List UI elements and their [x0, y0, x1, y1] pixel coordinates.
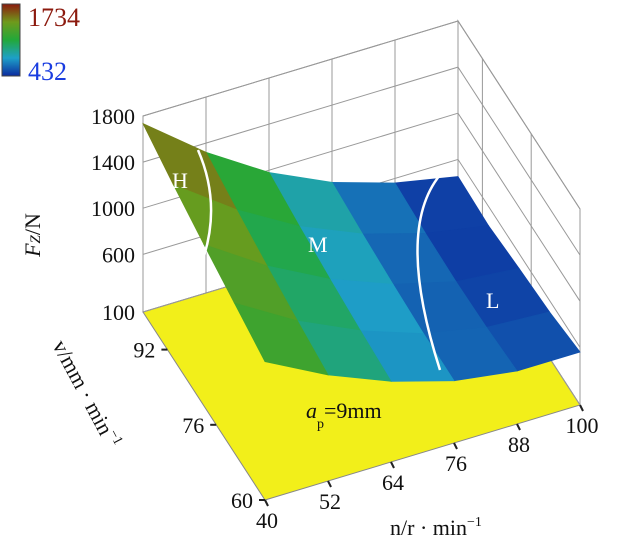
z-label-sub: Z — [28, 234, 44, 243]
x-tick-label: 100 — [566, 413, 599, 438]
tick-mark — [390, 461, 395, 469]
x-tick-label: 64 — [382, 470, 404, 495]
x-tick-label: 40 — [256, 508, 278, 533]
colorbar-min: 432 — [28, 57, 67, 86]
z-tick-label: 1800 — [91, 104, 135, 129]
z-tick-label: 600 — [102, 242, 135, 267]
z-label-rest: /N — [20, 213, 45, 235]
x-tick-label: 88 — [508, 432, 530, 457]
x-axis-label: n/r · min−1 — [390, 515, 482, 540]
y-tick-label: 60 — [231, 488, 253, 513]
z-tick-label: 1000 — [91, 196, 135, 221]
grid-line — [142, 66, 581, 256]
tick-mark — [264, 499, 269, 507]
y-tick-label: 76 — [182, 413, 204, 438]
condition: ap=9mm — [306, 398, 382, 432]
x-tick-label: 52 — [319, 489, 341, 514]
contour-l — [416, 174, 442, 371]
tick-mark — [453, 442, 458, 450]
condition-a: a — [306, 398, 317, 423]
annotation: H — [172, 168, 188, 193]
y-axis-label: v/mm · min−1 — [48, 336, 126, 453]
tick-mark — [516, 423, 521, 431]
x-label-text: n/r · min — [390, 515, 467, 540]
annotation: M — [308, 232, 328, 257]
z-axis-label: FZ/N — [20, 213, 45, 258]
tick-mark — [327, 480, 332, 488]
x-tick-label: 76 — [445, 451, 467, 476]
colorbar — [1, 3, 21, 77]
y-label-text: v/mm · min — [48, 336, 119, 439]
contours — [196, 149, 442, 371]
x-label-sup: −1 — [467, 515, 482, 530]
tick-mark — [579, 404, 584, 412]
grid-line — [142, 20, 581, 210]
contour-h — [196, 149, 213, 263]
z-tick-label: 1400 — [91, 150, 135, 175]
surface-patch — [233, 302, 329, 376]
z-label-f: F — [20, 243, 45, 258]
colorbar-max: 1734 — [28, 3, 80, 32]
z-tick-label: 100 — [102, 300, 135, 325]
annotation: L — [486, 288, 499, 313]
condition-rest: =9mm — [324, 398, 382, 423]
condition-sub: p — [317, 417, 324, 432]
surface — [142, 122, 581, 382]
y-tick-label: 92 — [133, 338, 155, 363]
y-label-sup: −1 — [105, 427, 125, 447]
